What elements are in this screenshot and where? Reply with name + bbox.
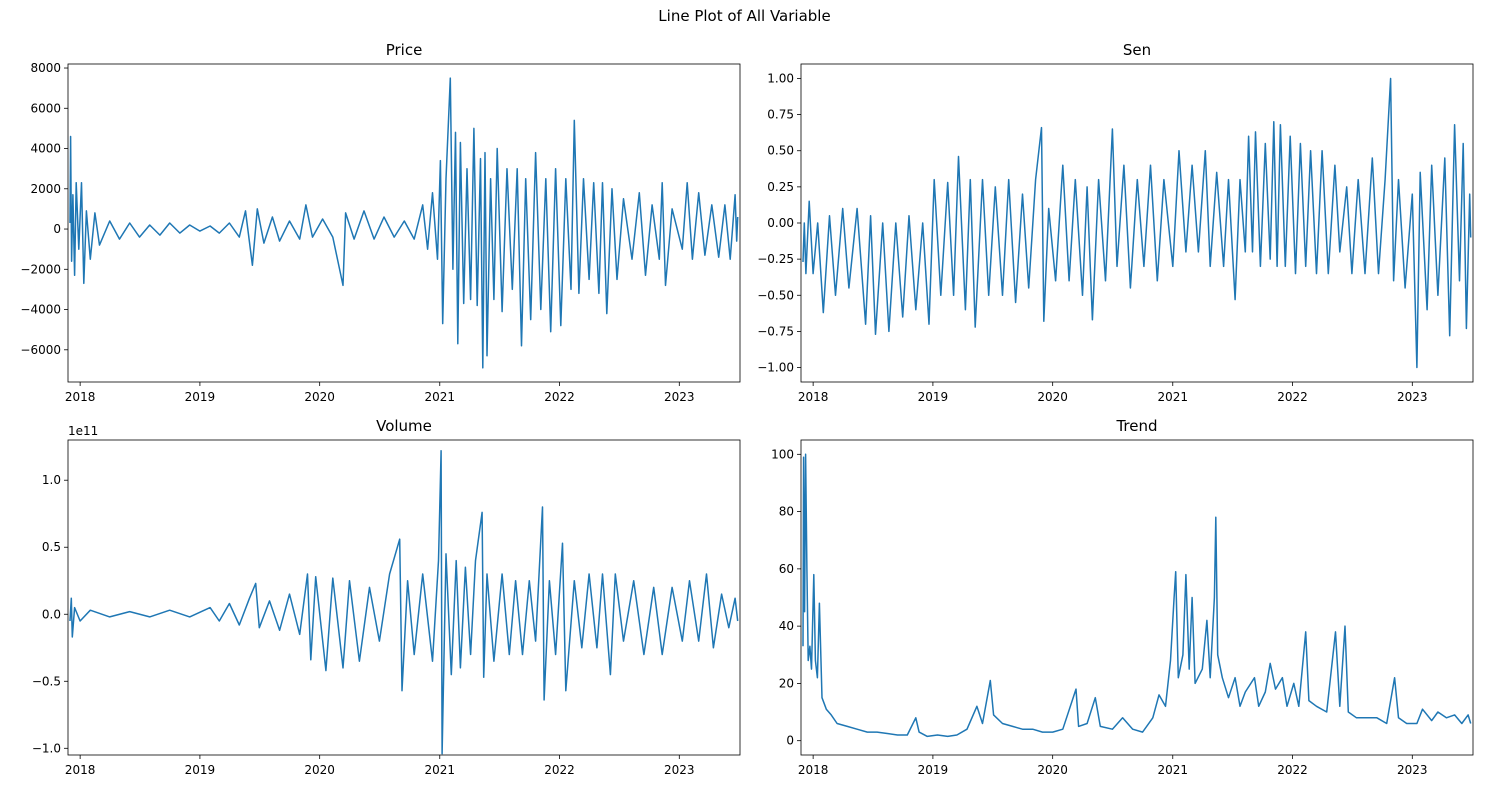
y-tick-label: −1.00 xyxy=(757,361,794,375)
axes-frame xyxy=(67,63,741,383)
x-tick-label: 2023 xyxy=(664,763,695,777)
series-line-price xyxy=(69,77,739,369)
y-tick-label: −6000 xyxy=(20,343,61,357)
x-tick-label: 2018 xyxy=(65,390,96,404)
y-tick-label: −1.0 xyxy=(32,741,61,755)
y-tick-label: −0.5 xyxy=(32,674,61,688)
y-tick-label: 0.25 xyxy=(767,180,794,194)
y-tick-label: 0.00 xyxy=(767,216,794,230)
y-tick-label: 1.0 xyxy=(42,473,61,487)
y-tick-label: −0.50 xyxy=(757,288,794,302)
y-tick-label: 60 xyxy=(779,562,794,576)
y-tick-label: 6000 xyxy=(30,101,61,115)
axes-frame xyxy=(67,439,741,756)
x-tick-label: 2022 xyxy=(544,390,575,404)
x-tick-label: 2023 xyxy=(1397,763,1428,777)
x-tick-label: 2021 xyxy=(1157,763,1188,777)
x-tick-label: 2019 xyxy=(918,390,949,404)
y-tick-label: 0.75 xyxy=(767,108,794,122)
x-tick-label: 2018 xyxy=(798,390,829,404)
y-tick-label: 4000 xyxy=(30,142,61,156)
y-tick-label: 40 xyxy=(779,619,794,633)
x-tick-label: 2022 xyxy=(1277,763,1308,777)
x-tick-label: 2019 xyxy=(185,390,216,404)
subplot-title: Sen xyxy=(1123,41,1151,59)
x-tick-label: 2019 xyxy=(185,763,216,777)
y-tick-label: 100 xyxy=(771,447,794,461)
subplot-sen: −1.00 −0.75 −0.50 −0.25 0.00 0.25 0.50 0.75 1.00… xyxy=(757,41,1474,404)
x-tick-label: 2018 xyxy=(798,763,829,777)
series-line-trend xyxy=(802,453,1472,738)
subplot-trend: 0 20 40 60 80 100 2018 2019 2020 2021 2022 2023 Tren… xyxy=(771,417,1474,777)
y-tick-label: −0.75 xyxy=(757,324,794,338)
subplot-title: Volume xyxy=(376,417,432,435)
series-line-sen xyxy=(802,77,1472,369)
x-tick-label: 2022 xyxy=(544,763,575,777)
x-tick-label: 2021 xyxy=(424,763,455,777)
figure-suptitle: Line Plot of All Variable xyxy=(658,7,831,25)
y-tick-label: 0 xyxy=(53,222,61,236)
x-tick-label: 2023 xyxy=(664,390,695,404)
x-tick-label: 2022 xyxy=(1277,390,1308,404)
y-offset-label: 1e11 xyxy=(68,424,98,438)
x-tick-label: 2020 xyxy=(1037,390,1068,404)
x-tick-label: 2021 xyxy=(424,390,455,404)
x-tick-label: 2020 xyxy=(304,390,335,404)
y-tick-label: 80 xyxy=(779,505,794,519)
y-tick-label: −0.25 xyxy=(757,252,794,266)
y-tick-label: 0.0 xyxy=(42,607,61,621)
x-tick-label: 2020 xyxy=(1037,763,1068,777)
y-tick-label: 0.50 xyxy=(767,144,794,158)
y-tick-label: 20 xyxy=(779,676,794,690)
y-tick-label: 2000 xyxy=(30,182,61,196)
subplot-title: Price xyxy=(386,41,423,59)
x-tick-label: 2018 xyxy=(65,763,96,777)
y-tick-label: −2000 xyxy=(20,262,61,276)
x-tick-label: 2023 xyxy=(1397,390,1428,404)
x-tick-label: 2021 xyxy=(1157,390,1188,404)
subplot-title: Trend xyxy=(1115,417,1157,435)
series-line-volume xyxy=(69,449,739,755)
x-tick-label: 2020 xyxy=(304,763,335,777)
axes-frame xyxy=(800,63,1474,383)
axes-frame xyxy=(800,439,1474,756)
y-tick-label: 0.5 xyxy=(42,540,61,554)
x-tick-label: 2019 xyxy=(918,763,949,777)
subplot-volume: −1.0 −0.5 0.0 0.5 1.0 2018 2019 2020 2021 2022 202… xyxy=(32,417,741,777)
y-tick-label: 0 xyxy=(786,734,794,748)
y-tick-label: −4000 xyxy=(20,303,61,317)
y-tick-label: 1.00 xyxy=(767,71,794,85)
y-tick-label: 8000 xyxy=(30,61,61,75)
subplot-price: −6000 −4000 −2000 0 2000 4000 6000 8000 2018 2019… xyxy=(20,41,741,404)
